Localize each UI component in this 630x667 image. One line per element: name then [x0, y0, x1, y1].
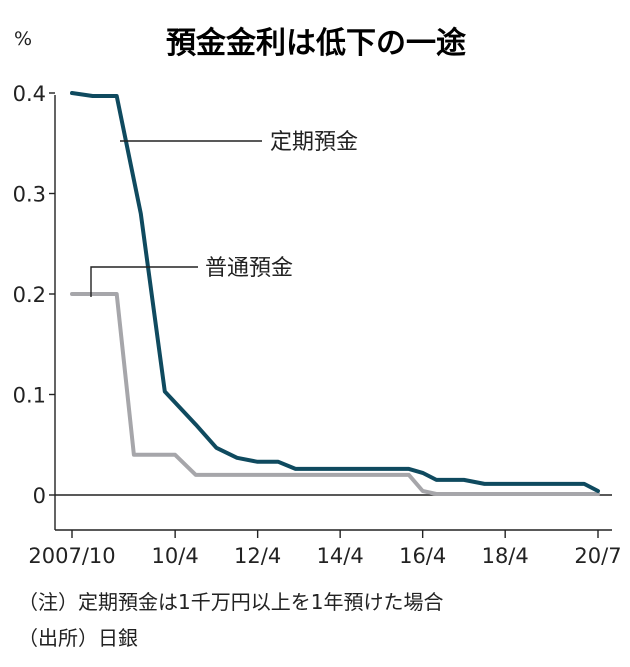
y-tick-label: 0: [33, 484, 46, 508]
source-text: （出所）日銀: [18, 626, 138, 650]
x-tick-label: 18/4: [482, 544, 529, 568]
y-tick-label: 0.3: [13, 183, 46, 207]
series-label: 定期預金: [270, 130, 358, 155]
series-line: [70, 292, 600, 496]
series-label: 普通預金: [205, 256, 293, 281]
x-tick-label: 16/4: [399, 544, 446, 568]
y-tick-label: 0.4: [13, 82, 46, 106]
chart-title: 預金金利は低下の一途: [166, 26, 467, 61]
series-line: [70, 91, 600, 493]
x-tick-label: 2007/10: [28, 544, 115, 568]
y-tick-label: 0.1: [13, 384, 46, 408]
y-tick-label: 0.2: [13, 283, 46, 307]
x-tick-label: 14/4: [317, 544, 364, 568]
axes: 0 0.1 0.2 0.3 0.4 2007/10 10/4 12/4 14/4 16/4 18/4…: [13, 82, 622, 568]
series-layer: [70, 91, 600, 496]
x-tick-label: 10/4: [152, 544, 199, 568]
series-leader-line: [90, 266, 198, 297]
note-text: （注）定期預金は1千万円以上を1年預けた場合: [18, 590, 444, 614]
x-tick-label: 12/4: [234, 544, 281, 568]
x-tick-label: 20/7: [574, 544, 621, 568]
y-axis-unit: %: [14, 28, 32, 50]
